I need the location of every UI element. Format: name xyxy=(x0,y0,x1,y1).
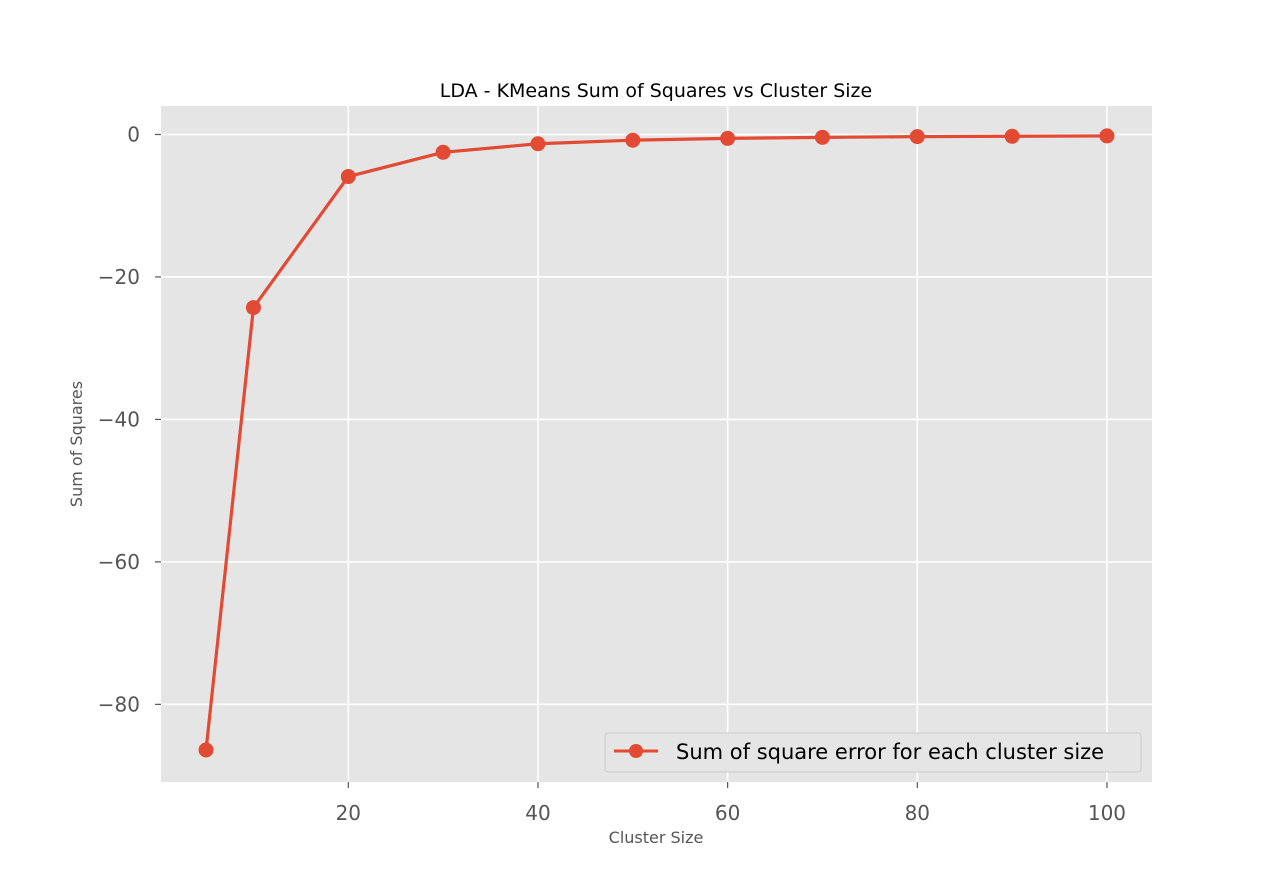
grid xyxy=(161,106,1152,782)
y-tick-label: −80 xyxy=(98,692,140,716)
y-tick-label: −40 xyxy=(98,407,140,431)
legend-marker-swatch xyxy=(629,744,643,758)
legend: Sum of square error for each cluster siz… xyxy=(604,732,1142,773)
series-group xyxy=(198,128,1115,758)
legend-label: Sum of square error for each cluster siz… xyxy=(676,740,1104,764)
chart-title: LDA - KMeans Sum of Squares vs Cluster S… xyxy=(440,80,872,102)
y-axis-label: Sum of Squares xyxy=(67,381,86,507)
x-tick-label: 100 xyxy=(1088,801,1126,825)
plot-area xyxy=(161,106,1152,782)
data-point xyxy=(1004,128,1020,144)
x-tick-label: 20 xyxy=(336,801,361,825)
data-point xyxy=(435,144,451,160)
data-point xyxy=(1099,128,1115,144)
data-point xyxy=(909,129,925,145)
data-point xyxy=(814,129,830,145)
data-point xyxy=(625,132,641,148)
y-tick-label: 0 xyxy=(127,122,140,146)
x-tick-label: 80 xyxy=(905,801,930,825)
data-point xyxy=(720,130,736,146)
x-tick-label: 40 xyxy=(525,801,550,825)
data-point xyxy=(245,300,261,316)
tick-labels: 20 40 60 80 100 0 −20 −40 −60 −80 xyxy=(98,122,1126,825)
data-point xyxy=(198,742,214,758)
y-tick-label: −20 xyxy=(98,265,140,289)
x-axis-label: Cluster Size xyxy=(609,828,704,847)
data-point xyxy=(530,136,546,152)
data-point xyxy=(340,169,356,185)
y-tick-label: −60 xyxy=(98,550,140,574)
legend-box xyxy=(604,732,1142,773)
x-tick-label: 60 xyxy=(715,801,740,825)
